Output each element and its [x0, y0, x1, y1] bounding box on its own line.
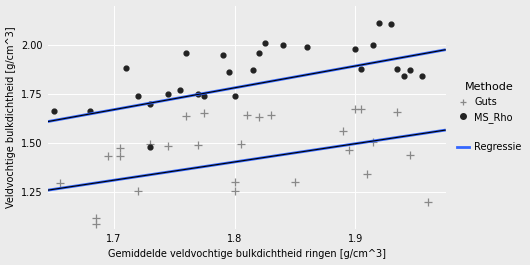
X-axis label: Gemiddelde veldvochtige bulkdichtheid ringen [g/cm^3]: Gemiddelde veldvochtige bulkdichtheid ri… — [108, 249, 386, 259]
Point — [345, 148, 354, 152]
Point — [423, 200, 432, 204]
Point — [351, 47, 359, 51]
Point — [279, 43, 287, 47]
Point — [134, 189, 143, 193]
Point — [56, 181, 64, 185]
Point — [417, 74, 426, 78]
Point — [176, 88, 184, 92]
Point — [200, 111, 209, 116]
Point — [254, 115, 263, 120]
Point — [393, 110, 402, 114]
Point — [85, 109, 94, 113]
Point — [393, 67, 402, 71]
Point — [231, 94, 239, 98]
Point — [242, 113, 251, 117]
Point — [399, 74, 408, 78]
Point — [369, 140, 377, 144]
Point — [363, 172, 372, 176]
Point — [146, 101, 154, 106]
Point — [261, 41, 269, 45]
Legend: Guts, MS_Rho, , Regressie: Guts, MS_Rho, , Regressie — [455, 79, 524, 155]
Point — [375, 21, 384, 25]
Point — [357, 107, 366, 112]
Y-axis label: Veldvochtige bulkdichtheid [g/cm^3]: Veldvochtige bulkdichtheid [g/cm^3] — [5, 26, 15, 208]
Point — [104, 153, 112, 158]
Point — [231, 180, 239, 184]
Point — [164, 92, 172, 96]
Point — [339, 129, 348, 133]
Point — [254, 50, 263, 55]
Point — [49, 109, 58, 113]
Point — [194, 143, 202, 147]
Point — [164, 144, 172, 148]
Point — [351, 107, 359, 112]
Point — [236, 142, 245, 146]
Point — [290, 180, 299, 184]
Point — [387, 22, 396, 26]
Point — [92, 216, 100, 220]
Point — [218, 52, 227, 57]
Point — [92, 222, 100, 226]
Point — [200, 94, 209, 98]
Point — [146, 145, 154, 149]
Point — [231, 189, 239, 193]
Point — [122, 66, 130, 70]
Point — [182, 50, 191, 55]
Point — [267, 113, 275, 117]
Point — [116, 154, 124, 159]
Point — [116, 145, 124, 150]
Point — [303, 45, 311, 49]
Point — [224, 70, 233, 74]
Point — [182, 114, 191, 118]
Point — [134, 94, 143, 98]
Point — [249, 68, 257, 72]
Point — [405, 152, 414, 157]
Point — [146, 142, 154, 146]
Point — [369, 43, 377, 47]
Point — [405, 68, 414, 72]
Point — [357, 67, 366, 71]
Point — [194, 92, 202, 96]
